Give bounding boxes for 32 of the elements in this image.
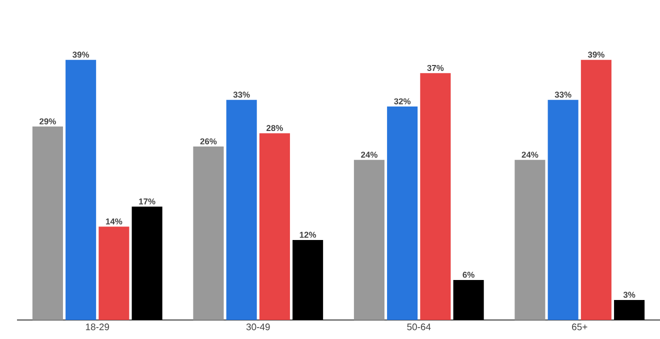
bar (420, 73, 451, 320)
data-label: 33% (554, 92, 572, 98)
data-label: 37% (427, 64, 444, 71)
x-tick-label: 18-29 (86, 324, 110, 330)
bar (226, 100, 257, 320)
data-label: 32% (394, 98, 411, 104)
data-label: 29% (40, 118, 56, 124)
data-label: 24% (361, 152, 378, 158)
bar (259, 133, 290, 320)
data-label: 33% (233, 92, 250, 98)
bar (32, 126, 63, 320)
x-tick-label: 30-49 (246, 324, 270, 330)
data-label: 6% (462, 272, 474, 278)
bar (193, 146, 224, 320)
bar (387, 106, 418, 320)
data-label: 24% (522, 152, 538, 158)
bar (354, 160, 384, 320)
data-label: 12% (300, 232, 316, 238)
bar (98, 226, 130, 320)
data-label: 17% (139, 198, 156, 204)
bar (548, 100, 578, 320)
data-label: 39% (72, 52, 90, 58)
data-label: 39% (588, 52, 604, 58)
x-tick-label: 65+ (572, 324, 588, 330)
data-label: 28% (266, 125, 283, 132)
bar (580, 60, 612, 320)
bar (514, 160, 546, 320)
data-label: 3% (623, 292, 636, 298)
data-label: 14% (106, 218, 122, 224)
bar (66, 60, 96, 320)
x-tick-label: 50-64 (407, 324, 431, 330)
data-label: 26% (200, 138, 217, 144)
